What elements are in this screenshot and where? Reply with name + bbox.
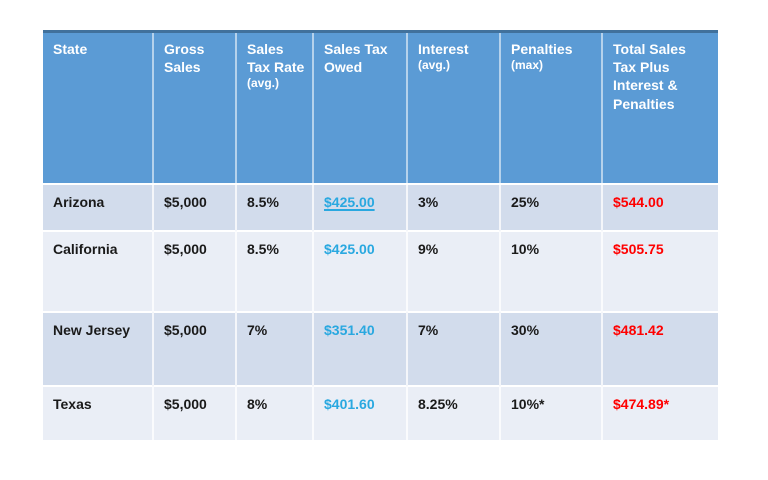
cell-tax-rate: 8.5% <box>235 183 313 231</box>
state-name: Texas <box>53 395 92 412</box>
table-row-california: California $5,000 8.5% $425.00 9% 10% $5… <box>43 229 718 312</box>
penalties-value: 10% <box>511 240 540 257</box>
cell-state: New Jersey <box>43 310 153 386</box>
total-value: $474.89* <box>613 395 670 412</box>
col-header-label: Total Sales Tax Plus Interest & Penaltie… <box>613 41 686 112</box>
col-header-sales-tax-owed: Sales Tax Owed <box>312 31 407 185</box>
cell-interest: 8.25% <box>406 384 500 440</box>
col-header-label: Interest <box>418 41 469 57</box>
tax-rate-value: 8% <box>247 395 268 412</box>
sales-tax-owed-link[interactable]: $425.00 <box>324 193 375 210</box>
cell-penalties: 30% <box>499 310 602 386</box>
cell-total: $481.42 <box>601 310 718 386</box>
gross-sales-value: $5,000 <box>164 193 207 210</box>
interest-value: 8.25% <box>418 395 458 412</box>
col-header-label: State <box>53 41 88 57</box>
gross-sales-value: $5,000 <box>164 395 207 412</box>
col-header-sublabel: (avg.) <box>418 58 451 73</box>
cell-state: Texas <box>43 384 153 440</box>
tax-rate-value: 8.5% <box>247 193 279 210</box>
penalties-value: 30% <box>511 321 540 338</box>
col-header-label: Sales Tax Owed <box>324 41 388 76</box>
cell-penalties: 10% <box>499 229 602 312</box>
cell-interest: 3% <box>406 183 500 231</box>
cell-tax-owed: $425.00 <box>312 183 407 231</box>
table-body: Arizona $5,000 8.5% $425.00 3% 25% $544.… <box>43 183 718 440</box>
cell-total: $544.00 <box>601 183 718 231</box>
cell-tax-rate: 8% <box>235 384 313 440</box>
table-header: State Gross Sales Sales Tax Rate (avg.) … <box>43 31 718 185</box>
col-header-total: Total Sales Tax Plus Interest & Penaltie… <box>601 31 718 185</box>
cell-gross-sales: $5,000 <box>152 229 236 312</box>
sales-tax-owed-value: $401.60 <box>324 395 375 412</box>
col-header-penalties: Penalties (max) <box>499 31 602 185</box>
col-header-sales-tax-rate: Sales Tax Rate (avg.) <box>235 31 313 185</box>
total-value: $481.42 <box>613 321 664 338</box>
col-header-gross-sales: Gross Sales <box>152 31 236 185</box>
sales-tax-owed-value: $351.40 <box>324 321 375 338</box>
total-value: $505.75 <box>613 240 664 257</box>
state-name: Arizona <box>53 193 105 210</box>
col-header-interest: Interest (avg.) <box>406 31 500 185</box>
col-header-sublabel: (avg.) <box>247 76 280 91</box>
cell-tax-rate: 8.5% <box>235 229 313 312</box>
cell-gross-sales: $5,000 <box>152 183 236 231</box>
header-row: State Gross Sales Sales Tax Rate (avg.) … <box>43 31 718 185</box>
cell-gross-sales: $5,000 <box>152 384 236 440</box>
cell-tax-rate: 7% <box>235 310 313 386</box>
col-header-label: Sales Tax Rate <box>247 41 305 76</box>
interest-value: 7% <box>418 321 439 338</box>
interest-value: 9% <box>418 240 439 257</box>
cell-penalties: 25% <box>499 183 602 231</box>
table-row-new-jersey: New Jersey $5,000 7% $351.40 7% 30% $481… <box>43 310 718 386</box>
col-header-sublabel: (max) <box>511 58 544 73</box>
cell-gross-sales: $5,000 <box>152 310 236 386</box>
table-row-texas: Texas $5,000 8% $401.60 8.25% 10%* $474.… <box>43 384 718 440</box>
penalties-value: 25% <box>511 193 540 210</box>
penalties-value: 10%* <box>511 395 545 412</box>
tax-rate-value: 8.5% <box>247 240 279 257</box>
interest-value: 3% <box>418 193 439 210</box>
cell-interest: 7% <box>406 310 500 386</box>
col-header-label: Penalties <box>511 41 573 57</box>
sales-tax-owed-value: $425.00 <box>324 240 375 257</box>
state-name: California <box>53 240 118 257</box>
cell-total: $505.75 <box>601 229 718 312</box>
cell-interest: 9% <box>406 229 500 312</box>
gross-sales-value: $5,000 <box>164 240 207 257</box>
cell-tax-owed: $351.40 <box>312 310 407 386</box>
gross-sales-value: $5,000 <box>164 321 207 338</box>
cell-tax-owed: $425.00 <box>312 229 407 312</box>
state-name: New Jersey <box>53 321 131 338</box>
cell-state: Arizona <box>43 183 153 231</box>
cell-tax-owed: $401.60 <box>312 384 407 440</box>
cell-penalties: 10%* <box>499 384 602 440</box>
cell-state: California <box>43 229 153 312</box>
total-value: $544.00 <box>613 193 664 210</box>
table-row-arizona: Arizona $5,000 8.5% $425.00 3% 25% $544.… <box>43 183 718 231</box>
cell-total: $474.89* <box>601 384 718 440</box>
col-header-state: State <box>43 31 153 185</box>
col-header-label: Gross Sales <box>164 41 205 76</box>
sales-tax-table: State Gross Sales Sales Tax Rate (avg.) … <box>43 30 718 440</box>
tax-rate-value: 7% <box>247 321 268 338</box>
